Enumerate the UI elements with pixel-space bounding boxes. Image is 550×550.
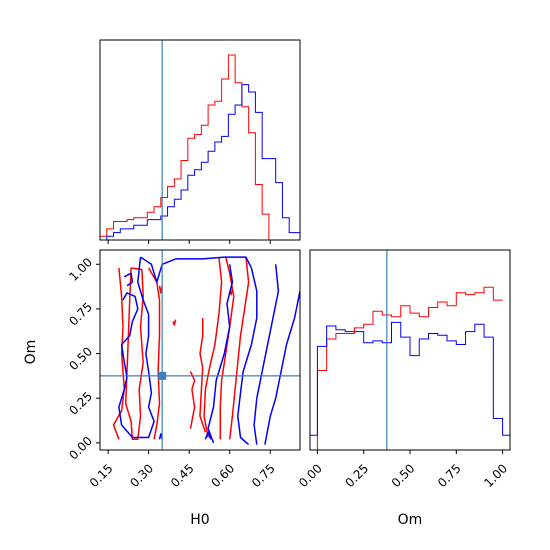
joint-x-tick-label-2: 0.45 <box>168 461 197 490</box>
contour-series-0-line-5 <box>228 257 250 440</box>
om-x-tick-label-2: 0.50 <box>389 461 418 490</box>
contour-series-1-line-3 <box>253 264 280 445</box>
joint-contour-panel: 0.15 0.30 0.45 0.60 0.75 0.00 0.25 0.50 0.75 1.00 <box>66 249 301 490</box>
contour-series-0-line-6 <box>199 317 207 433</box>
contour-series-0-line-4 <box>203 257 223 438</box>
h0-hist-series-1 <box>106 84 300 240</box>
contour-series-1-line-4 <box>264 290 300 445</box>
panel-frame <box>99 39 301 241</box>
contour-series-0-line-7 <box>189 371 196 429</box>
joint-x-tick-label-3: 0.60 <box>208 461 237 490</box>
joint-x-tick-label-1: 0.30 <box>127 461 156 490</box>
contour-series-1-line-0 <box>140 256 253 283</box>
contour-series-0-line-1 <box>112 267 126 440</box>
om-x-tick-label-4: 1.00 <box>481 461 510 490</box>
om-x-tick-label-1: 0.25 <box>342 461 371 490</box>
om-marginal-panel: 0.00 0.25 0.50 0.75 1.00 <box>296 249 511 490</box>
contour-series-1-line-8 <box>204 431 212 440</box>
y-axis-label-om: Om <box>23 340 39 365</box>
om-marginal-plot-area <box>310 250 510 450</box>
joint-y-tick-label-2: 0.50 <box>66 344 95 373</box>
joint-truth-point <box>158 371 167 380</box>
contour-series-1-line-5 <box>123 272 134 287</box>
h0-marginal-plot-area <box>100 40 300 240</box>
om-x-tick-label-0: 0.00 <box>296 461 325 490</box>
x-axis-label-om: Om <box>398 512 423 528</box>
om-hist-series-0 <box>316 286 503 450</box>
panel-frame <box>99 249 301 451</box>
joint-plot-area <box>100 250 300 450</box>
h0-hist-series-0 <box>100 54 276 240</box>
contour-series-1-line-1 <box>207 264 234 444</box>
joint-y-tick-label-4: 1.00 <box>66 255 95 284</box>
joint-y-tick-label-3: 0.75 <box>66 300 95 329</box>
joint-y-tick-label-0: 0.00 <box>66 434 95 463</box>
om-hist-series-1 <box>310 321 510 450</box>
x-axis-label-h0: H0 <box>190 512 209 528</box>
contour-series-1-line-6 <box>118 257 155 439</box>
contour-series-1-line-2 <box>237 267 258 446</box>
om-x-tick-label-3: 0.75 <box>435 461 464 490</box>
contour-series-0-line-2 <box>147 267 161 440</box>
contour-series-0-line-0 <box>124 267 144 441</box>
joint-x-tick-label-4: 0.75 <box>249 461 278 490</box>
joint-y-tick-label-1: 0.25 <box>66 389 95 418</box>
contour-series-0-line-8 <box>172 319 177 326</box>
joint-x-tick-label-0: 0.15 <box>87 461 116 490</box>
h0-marginal-panel <box>99 39 301 244</box>
